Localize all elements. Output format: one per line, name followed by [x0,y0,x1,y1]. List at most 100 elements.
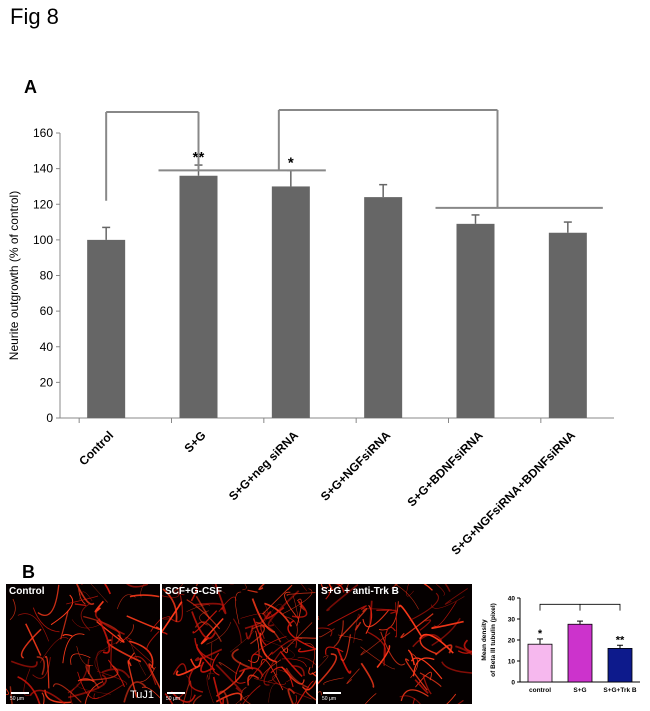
neurite-fiber [281,666,305,685]
neurite-fiber [110,634,114,669]
neurite-fiber [215,692,243,703]
neurite-fiber [146,631,160,654]
y-tick-label: 0 [46,411,53,425]
neurite-fiber [74,603,87,607]
neurite-fiber [148,663,160,690]
neurite-fiber [195,595,210,619]
neurite-fiber [296,598,302,627]
neurite-fiber [235,591,242,625]
neurite-fiber [162,601,183,633]
neurite-fiber [39,637,69,663]
neurite-fiber [101,668,131,679]
neurite-fiber [338,634,363,641]
neurite-fiber [412,633,443,648]
neurite-fiber [175,664,201,676]
neurite-fiber [190,587,198,602]
neurite-fiber [318,655,329,668]
significance-marker: * [288,154,294,171]
neurite-fiber [260,625,265,640]
neurite-fiber [44,689,71,704]
neurite-fiber [9,686,13,704]
neurite-fiber [20,628,42,659]
neurite-fiber [280,645,288,654]
neurite-fiber [330,584,345,593]
neurite-fiber [192,610,218,634]
y-tick-label: 10 [508,659,516,666]
neurite-fiber [170,691,196,703]
neurite-fiber [94,638,127,672]
neurite-fiber [206,621,232,645]
neurite-fiber [52,683,82,703]
figure-label: Fig 8 [10,4,59,29]
neurite-fiber [271,639,298,655]
neurite-fiber [311,672,316,677]
x-tick-label: S+G+NGFsiRNA [318,428,394,504]
neurite-fiber [195,584,199,587]
neurite-fiber [394,602,397,638]
neurite-fiber [116,594,136,610]
neurite-fiber [360,632,391,656]
x-tick-label: Control [76,428,116,468]
y-axis-label-line2: of Beta III tubulin (pixel) [490,603,497,677]
neurite-fiber [414,679,429,694]
neurite-fiber [150,619,160,632]
panel-a: A 020406080100120140160Control**S+G*S+G+… [0,60,650,580]
neurite-fiber [84,681,104,704]
neurite-fiber [301,679,316,691]
neurite-fiber [404,658,428,691]
x-tick-label: S+G [181,428,208,455]
neurite-fiber [79,591,93,602]
neurite-fiber [173,587,185,596]
neurite-fiber [62,633,73,637]
x-tick-label: S+G+Trk B [603,687,637,694]
neurite-fiber [268,683,276,703]
neurite-fiber [235,661,246,684]
neurite-fiber [125,637,153,664]
neurite-fiber [218,661,238,675]
neurite-fiber [291,665,305,676]
neurite-fiber [37,584,60,616]
neurite-fiber [434,601,457,627]
neurite-fiber [285,667,310,689]
neurite-fiber [207,642,213,680]
y-tick-label: 60 [40,304,54,318]
neurite-fiber [265,606,285,620]
neurite-fiber [444,588,468,605]
neurite-fiber [457,650,472,654]
neurite-fiber [62,633,85,664]
neurite-fiber [252,618,267,646]
neurite-fiber [67,673,108,699]
bar [179,175,218,418]
neurite-fiber [419,619,432,631]
neurite-fiber [463,639,472,653]
neurite-fiber [251,625,282,643]
neurite-fiber [247,589,259,593]
neurite-fiber [67,658,90,694]
neurite-fiber [76,646,94,667]
neurite-fiber [6,688,9,695]
neurite-fiber [77,678,95,683]
neurite-fiber [296,680,315,704]
neurite-fiber [126,615,160,631]
neurite-fiber [305,688,316,701]
panel-b-label: B [22,562,35,582]
neurite-fiber [252,636,287,656]
neurite-fiber [80,665,119,681]
neurite-fiber [265,604,271,619]
neurite-fiber [422,675,432,695]
y-tick-label: 80 [40,269,54,283]
comparison-bracket [539,603,621,611]
neurite-fiber [241,686,252,704]
neurite-fiber [446,693,457,704]
neurite-fiber [127,660,138,698]
neurite-fiber [340,634,351,661]
neurite-fiber [431,620,464,629]
significance-marker: ** [616,634,625,646]
neurite-fiber [318,615,320,620]
neurite-fiber [50,594,74,626]
neurite-fiber [457,699,464,704]
neurite-fiber [193,602,225,611]
neurite-fiber [218,690,229,704]
neuron-fibers-image [162,584,316,704]
neurite-fiber [97,670,128,686]
